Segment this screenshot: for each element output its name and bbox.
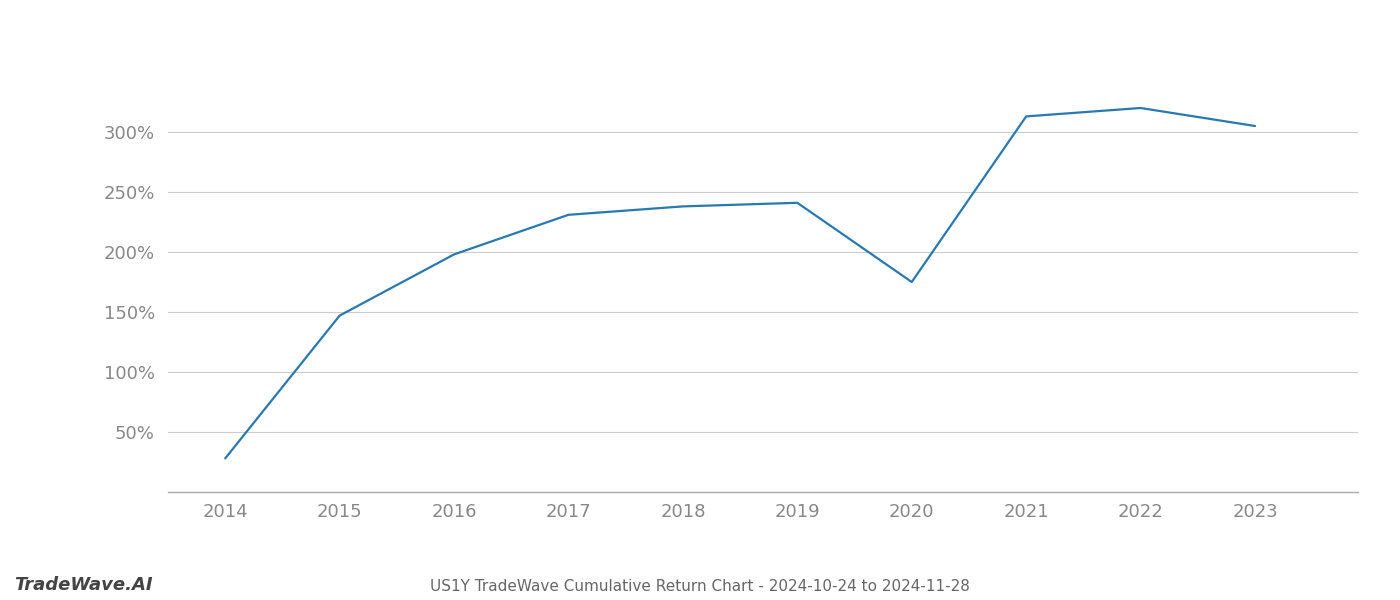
Text: TradeWave.AI: TradeWave.AI <box>14 576 153 594</box>
Text: US1Y TradeWave Cumulative Return Chart - 2024-10-24 to 2024-11-28: US1Y TradeWave Cumulative Return Chart -… <box>430 579 970 594</box>
